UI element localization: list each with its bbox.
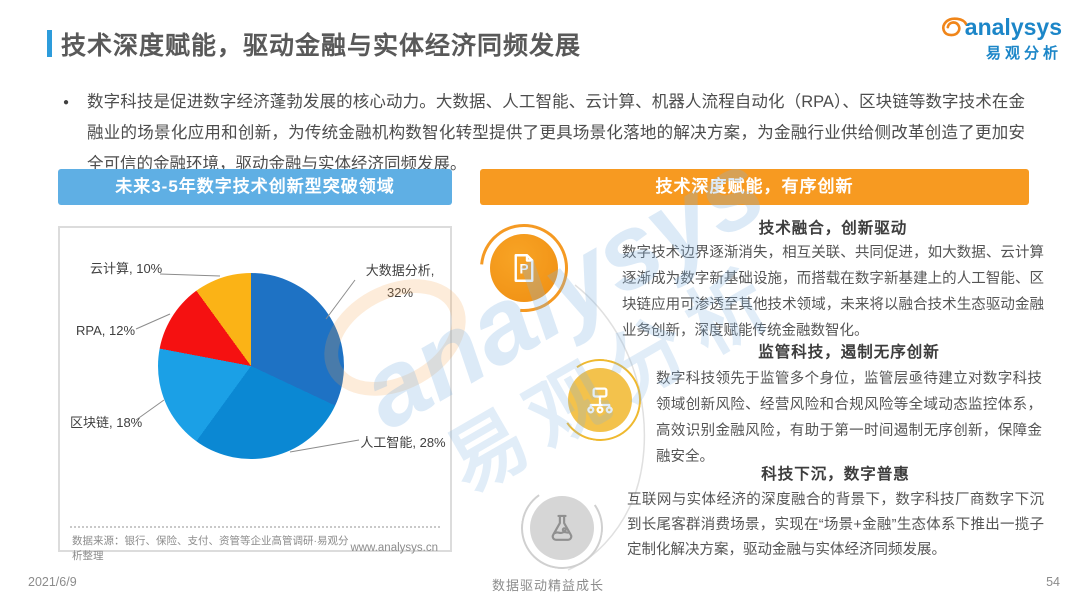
logo-swirl-icon (941, 16, 968, 36)
website-link[interactable]: www.analysys.cn (350, 542, 438, 554)
icon-letter: P (519, 261, 528, 276)
pie-label-bigdata: 大数据分析, 32% (365, 263, 435, 300)
footer-page-number: 54 (1046, 575, 1060, 589)
intro-text: 数字科技是促进数字经济蓬勃发展的核心动力。大数据、人工智能、云计算、机器人流程自… (87, 93, 1025, 173)
section2-title: 监管科技，遏制无序创新 (758, 344, 940, 361)
flask-icon (530, 496, 594, 560)
logo-brand-cn: 易观分析 (985, 45, 1062, 62)
analysys-logo: analysys 易观分析 (932, 14, 1062, 63)
pie-chart-box: 大数据分析, 32% 人工智能, 28% 区块链, 18% RPA, 12% 云… (58, 226, 452, 562)
pie-chart (158, 273, 344, 459)
title-accent-bar (47, 30, 52, 57)
section1-body: 数字技术边界逐渐消失，相互关联、共同促进，如大数据、云计算逐渐成为数字新基础设施… (622, 245, 1044, 339)
section1-title: 技术融合，创新驱动 (758, 220, 908, 237)
pie-label-rpa: RPA, 12% (76, 323, 136, 338)
pie-label-blockchain: 区块链, 18% (70, 415, 143, 430)
footer-date: 2021/6/9 (28, 575, 77, 589)
page-title: 技术深度赋能，驱动金融与实体经济同频发展 (61, 32, 582, 60)
left-panel-header: 未来3-5年数字技术创新型突破领域 (58, 169, 452, 205)
flowchart-icon (568, 368, 632, 432)
logo-brand-en: analysys (964, 14, 1062, 40)
bullet-marker: ● (63, 97, 70, 108)
data-source-note: 数据来源：银行、保险、支付、资管等企业高管调研·易观分析整理 (72, 535, 349, 562)
source-divider (70, 526, 440, 528)
footer-slogan: 数据驱动精益成长 (492, 578, 605, 593)
section3-body: 互联网与实体经济的深度融合的背景下，数字科技厂商数字下沉到长尾客群消费场景，实现… (627, 492, 1044, 558)
section3-title: 科技下沉，数字普惠 (761, 466, 910, 483)
pie-label-cloud: 云计算, 10% (90, 261, 163, 276)
document-p-icon: P (490, 234, 558, 302)
right-panel-header: 技术深度赋能，有序创新 (480, 169, 1029, 205)
section2-body: 数字科技领先于监管多个身位，监管层亟待建立对数字科技领域创新风险、经营风险和合规… (656, 371, 1042, 465)
intro-paragraph: ● 数字科技是促进数字经济蓬勃发展的核心动力。大数据、人工智能、云计算、机器人流… (63, 87, 1025, 180)
pie-label-ai: 人工智能, 28% (360, 435, 446, 450)
